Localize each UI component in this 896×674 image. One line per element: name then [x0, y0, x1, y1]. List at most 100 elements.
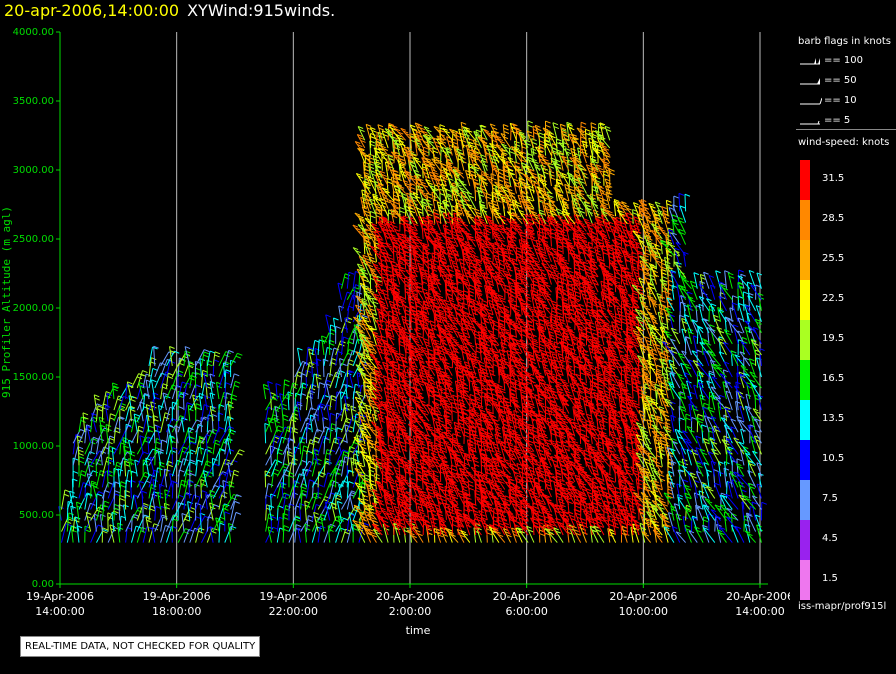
wind-barb — [274, 406, 281, 422]
wind-barb — [346, 271, 355, 289]
wind-barb — [693, 384, 699, 400]
wind-barb — [138, 480, 145, 499]
wind-barb — [615, 443, 628, 460]
barb-flag-icon — [800, 97, 822, 105]
wind-barb — [130, 525, 142, 543]
wind-barb — [230, 500, 240, 521]
x-tick-date: 20-Apr-2006 — [726, 590, 790, 603]
wind-barb — [583, 201, 593, 217]
wind-barb — [183, 451, 194, 466]
colorbar-swatch — [800, 400, 810, 440]
x-tick-time: 6:00:00 — [505, 605, 547, 618]
wind-barb — [723, 361, 733, 378]
colorbar-swatch — [800, 360, 810, 400]
wind-barb — [154, 362, 166, 378]
wind-barb — [317, 471, 324, 488]
colorbar-swatch — [800, 520, 810, 560]
wind-barb — [288, 492, 299, 510]
wind-barb — [751, 415, 758, 433]
wind-barb — [187, 404, 194, 422]
wind-barb — [503, 528, 512, 543]
wind-barb — [212, 351, 221, 367]
wind-barb — [212, 426, 225, 444]
wind-barb — [294, 524, 302, 543]
colorbar-swatch — [800, 240, 810, 280]
wind-barb — [101, 500, 110, 521]
wind-barb — [182, 392, 189, 411]
wind-barb — [82, 412, 89, 433]
colorbar-label: 28.5 — [822, 213, 845, 224]
wind-barb — [195, 459, 203, 477]
wind-barb — [708, 513, 714, 532]
wind-barb — [230, 380, 241, 400]
wind-barb — [195, 403, 202, 422]
colorbar-swatch — [800, 320, 810, 360]
y-tick-label: 1000.00 — [13, 441, 54, 452]
wind-barb — [690, 416, 697, 433]
wind-barb — [205, 493, 211, 510]
title-name: XYWind:915winds. — [187, 1, 336, 20]
wind-barb — [189, 372, 198, 389]
wind-barb — [739, 405, 745, 422]
wind-barb — [146, 414, 152, 433]
wind-barb — [286, 450, 293, 466]
wind-barb — [319, 513, 327, 532]
wind-barb — [183, 382, 193, 400]
wind-barb — [406, 529, 418, 543]
wind-barb — [688, 530, 698, 543]
wind-barb — [288, 516, 301, 532]
wind-barb — [218, 404, 225, 422]
wind-barb — [215, 517, 222, 532]
wind-barb — [177, 436, 194, 455]
wind-barb — [323, 472, 333, 488]
wind-barb — [203, 372, 209, 389]
wind-barb — [136, 451, 149, 466]
wind-barb — [156, 425, 163, 444]
wind-barb — [184, 346, 191, 367]
wind-barb — [708, 274, 716, 289]
wind-barb — [218, 522, 226, 543]
barb-legend-item: == 50 — [798, 74, 896, 88]
wind-barb — [209, 373, 216, 389]
x-tick-time: 14:00:00 — [735, 605, 784, 618]
wind-barb — [147, 436, 154, 455]
wind-barb — [282, 469, 290, 488]
wind-barb — [224, 392, 232, 411]
wind-barb — [92, 482, 99, 499]
wind-barb — [142, 373, 152, 389]
wind-barb — [86, 473, 93, 488]
wind-barb — [166, 350, 180, 367]
wind-barb — [314, 347, 321, 367]
wind-barb — [300, 460, 315, 477]
wind-barb — [317, 382, 325, 400]
wind-barb — [291, 427, 299, 444]
wind-barb — [686, 425, 698, 444]
x-tick-time: 10:00:00 — [619, 605, 668, 618]
wind-barb — [224, 382, 231, 400]
wind-barb — [158, 483, 165, 499]
wind-barb — [294, 459, 307, 477]
x-tick-date: 20-Apr-2006 — [493, 590, 561, 603]
wind-barb — [329, 412, 336, 433]
wind-barb — [711, 376, 722, 389]
wind-barb — [107, 413, 116, 433]
wind-barb — [317, 483, 324, 499]
wind-barb — [189, 494, 200, 510]
wind-barb — [267, 381, 273, 400]
wind-barb — [75, 501, 83, 521]
wind-barb — [228, 428, 235, 444]
wind-barb — [335, 412, 342, 433]
wind-barb — [167, 423, 174, 444]
wind-barb — [352, 383, 361, 400]
wind-barb — [679, 205, 687, 223]
wind-barb — [227, 462, 233, 477]
x-tick-date: 19-Apr-2006 — [26, 590, 94, 603]
wind-barb — [128, 439, 134, 455]
wind-barb — [230, 511, 242, 532]
wind-barb — [319, 403, 326, 422]
colorbar-swatch — [800, 480, 810, 520]
wind-barb — [275, 383, 282, 400]
wind-barb — [165, 514, 179, 532]
wind-barb — [125, 469, 134, 488]
wind-barb — [128, 395, 135, 411]
